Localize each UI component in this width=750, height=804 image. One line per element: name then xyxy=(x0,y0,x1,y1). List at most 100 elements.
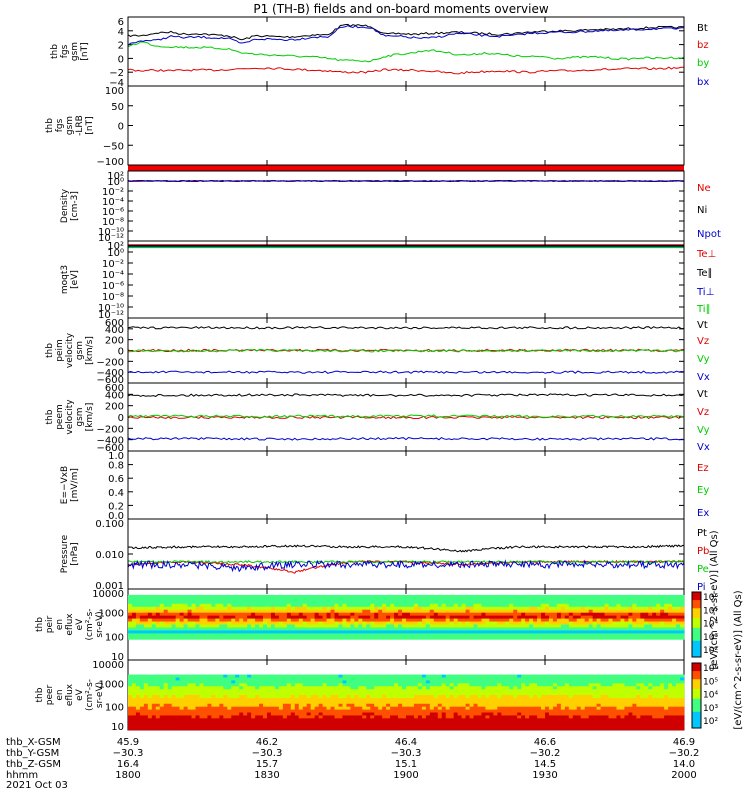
lrb-red-band xyxy=(128,166,684,171)
y-axis-label: thb xyxy=(35,687,45,702)
panel-8 xyxy=(128,519,684,589)
x-tick-label: 1930 xyxy=(532,770,557,781)
y-tick-label: 100 xyxy=(105,632,124,643)
y-tick-label: −200 xyxy=(97,357,124,368)
spectrogram-electrons xyxy=(128,675,684,731)
y-tick-label: 0 xyxy=(118,122,124,133)
y-tick-label: 50 xyxy=(111,102,124,113)
y-axis-label: en xyxy=(55,689,65,700)
y-axis-label: sr-eV) xyxy=(95,611,105,637)
x-tick-label: 46.4 xyxy=(395,737,417,748)
legend-ez: Ez xyxy=(697,463,709,474)
y-axis-label: gsm xyxy=(65,116,75,135)
y-tick-label: −200 xyxy=(97,424,124,435)
legend-by: by xyxy=(697,58,709,69)
legend-pi: Pi xyxy=(697,582,706,593)
y-axis-label: fgs xyxy=(55,118,65,132)
legend-vx: Vx xyxy=(697,372,710,383)
legend-vy: Vy xyxy=(697,425,710,436)
legend-vz: Vz xyxy=(697,336,709,347)
y-axis-label: sr-eV) xyxy=(95,682,105,708)
legend-ex: Ex xyxy=(697,508,709,519)
y-tick-label: 10⁻⁴ xyxy=(102,270,124,281)
colorbar-2 xyxy=(692,663,701,729)
colorbar-tick-label: 10² xyxy=(703,717,718,727)
y-axis-label: eV xyxy=(75,618,85,631)
y-axis-label: thb xyxy=(50,44,60,59)
legend-vy: Vy xyxy=(697,354,710,365)
y-tick-label: 10000 xyxy=(92,660,124,671)
panel-3 xyxy=(128,171,684,241)
legend-bz: bz xyxy=(697,40,709,51)
y-tick-label: 400 xyxy=(105,390,124,401)
x-row-label: thb_Z-GSM xyxy=(6,759,61,770)
legend-ne: Ne xyxy=(697,183,711,194)
colorbar-1 xyxy=(692,592,701,658)
panel-6 xyxy=(128,383,684,451)
y-axis-label: [cm-3] xyxy=(70,191,80,221)
y-axis-label: Density xyxy=(60,188,70,223)
panel-5 xyxy=(128,318,684,383)
y-tick-label: 200 xyxy=(105,336,124,347)
legend-ey: Ey xyxy=(697,485,709,496)
legend-te⊥: Te⊥ xyxy=(696,249,716,260)
x-row-label: thb_Y-GSM xyxy=(6,748,59,759)
x-tick-label: 1900 xyxy=(393,770,418,781)
y-axis-label: thb xyxy=(45,118,55,133)
y-axis-label: (cm²-s- xyxy=(85,679,95,711)
y-tick-label: 10⁰ xyxy=(107,248,124,259)
x-tick-label: −30.2 xyxy=(669,748,700,759)
figure-title: P1 (TH-B) fields and on-board moments ov… xyxy=(253,2,549,16)
series-line-vx xyxy=(128,438,684,441)
series-line-vt xyxy=(128,327,684,329)
panel-frame xyxy=(128,17,684,86)
x-tick-label: 15.7 xyxy=(256,759,278,770)
y-axis-label: [nT] xyxy=(85,116,95,134)
x-row-label: thb_X-GSM xyxy=(6,737,61,748)
y-axis-label: peer xyxy=(45,684,55,705)
date-label: 2021 Oct 03 xyxy=(6,780,68,791)
y-axis-label: thb xyxy=(45,409,55,424)
x-tick-label: 46.9 xyxy=(673,737,695,748)
y-axis-label: thb xyxy=(35,617,45,632)
series-line-vx xyxy=(128,371,684,373)
y-tick-label: 10⁻² xyxy=(102,259,124,270)
panel-7 xyxy=(128,451,684,519)
legend-vt: Vt xyxy=(697,389,708,400)
y-tick-label: 0.100 xyxy=(95,519,124,530)
y-axis-label: (cm²-s- xyxy=(85,608,95,640)
y-axis-label: gsm xyxy=(70,42,80,61)
y-tick-label: 10 xyxy=(111,722,124,733)
x-tick-label: 1830 xyxy=(254,770,279,781)
y-axis-label: [nPa] xyxy=(70,542,80,565)
colorbar-label-overlap: [eV/(cm^2-s-sr-eV)] (All Qs) xyxy=(709,530,720,669)
y-tick-label: 10⁻⁸ xyxy=(102,292,124,303)
series-line-pt xyxy=(128,545,684,552)
legend-vz: Vz xyxy=(697,407,709,418)
colorbar-label: [eV/(cm^2-s-sr-eV)] (All Qs) xyxy=(733,590,744,729)
y-tick-label: 0 xyxy=(118,54,124,65)
x-tick-label: −30.3 xyxy=(252,748,283,759)
y-axis-label: en xyxy=(55,619,65,630)
colorbar-tick-label: 10⁵ xyxy=(703,677,718,687)
legend-pe: Pe xyxy=(697,564,709,575)
x-tick-label: −30.3 xyxy=(391,748,422,759)
series-line-by xyxy=(128,42,684,62)
x-tick-label: 45.9 xyxy=(117,737,139,748)
y-tick-label: 100 xyxy=(105,86,124,97)
y-tick-label: 0 xyxy=(118,413,124,424)
x-tick-label: −30.2 xyxy=(530,748,561,759)
spectrogram-ions xyxy=(128,595,684,640)
y-tick-label: 10⁻⁶ xyxy=(102,281,124,292)
y-axis-label: [mV/m] xyxy=(70,468,80,502)
y-axis-label: peim xyxy=(55,339,65,362)
y-tick-label: 0 xyxy=(118,347,124,358)
legend-vt: Vt xyxy=(697,320,708,331)
y-axis-label: thb xyxy=(45,343,55,358)
panel-1 xyxy=(128,17,684,86)
y-axis-label: [eV] xyxy=(70,270,80,289)
y-axis-label: [km/s] xyxy=(85,336,95,365)
legend-bt: Bt xyxy=(697,23,708,34)
panel-frame xyxy=(128,519,684,589)
